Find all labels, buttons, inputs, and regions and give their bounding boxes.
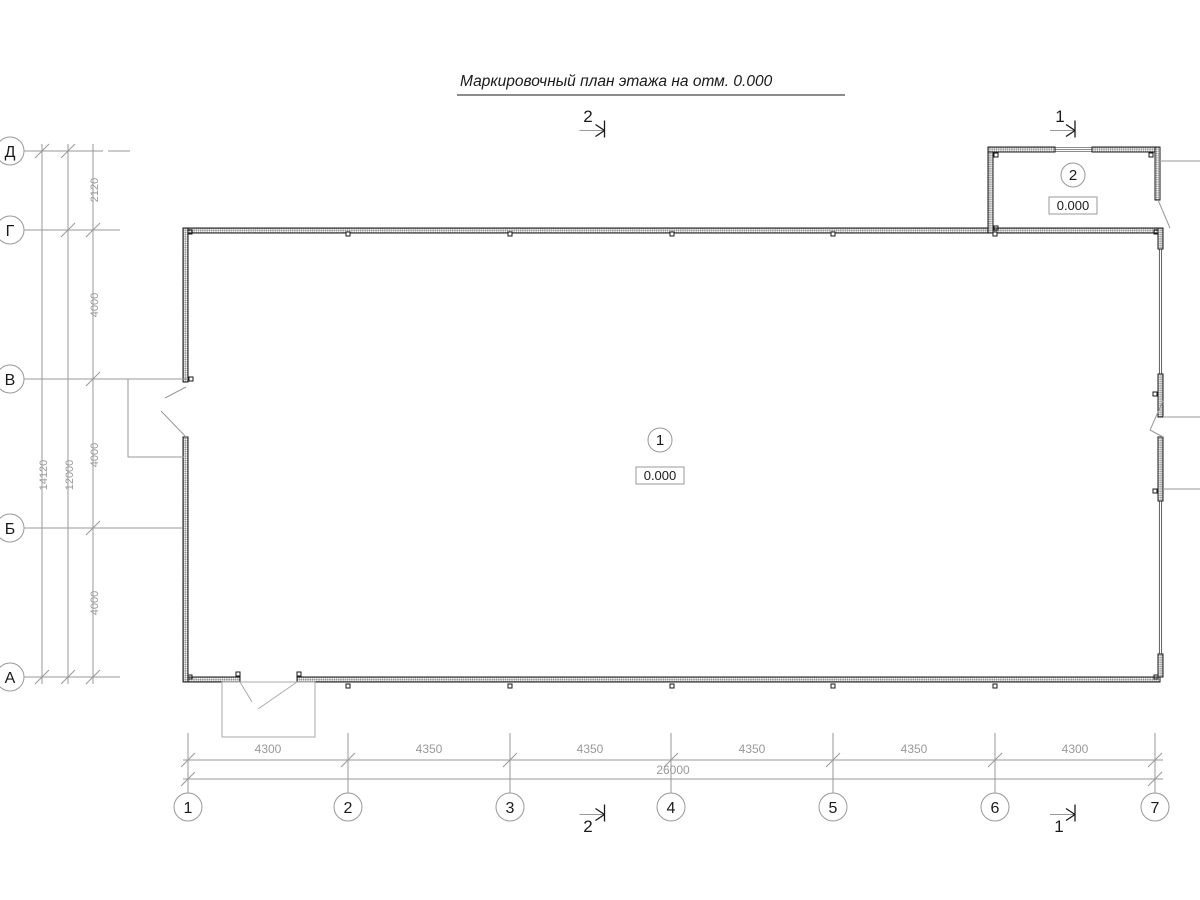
svg-text:Г: Г bbox=[6, 223, 15, 240]
svg-text:2: 2 bbox=[1069, 167, 1077, 184]
svg-text:0.000: 0.000 bbox=[644, 468, 677, 483]
svg-text:Маркировочный план этажа на от: Маркировочный план этажа на отм. 0.000 bbox=[460, 73, 773, 90]
svg-text:2120: 2120 bbox=[89, 178, 101, 202]
svg-text:А: А bbox=[5, 670, 16, 687]
svg-text:7: 7 bbox=[1151, 800, 1160, 817]
svg-text:5: 5 bbox=[829, 800, 838, 817]
svg-text:3: 3 bbox=[506, 800, 515, 817]
svg-text:4000: 4000 bbox=[89, 591, 101, 615]
svg-text:2: 2 bbox=[583, 107, 592, 126]
svg-text:4350: 4350 bbox=[739, 742, 766, 756]
svg-text:26000: 26000 bbox=[656, 763, 690, 777]
svg-text:4: 4 bbox=[667, 800, 676, 817]
svg-text:1: 1 bbox=[1054, 817, 1063, 836]
svg-text:4000: 4000 bbox=[89, 443, 101, 467]
svg-text:4300: 4300 bbox=[255, 742, 282, 756]
svg-text:Д: Д bbox=[5, 144, 16, 161]
svg-text:6: 6 bbox=[991, 800, 1000, 817]
svg-text:4300: 4300 bbox=[1062, 742, 1089, 756]
svg-text:4000: 4000 bbox=[89, 293, 101, 317]
svg-text:1: 1 bbox=[656, 432, 664, 449]
svg-text:4350: 4350 bbox=[901, 742, 928, 756]
svg-text:Б: Б bbox=[5, 521, 16, 538]
svg-text:1: 1 bbox=[1055, 107, 1064, 126]
svg-text:В: В bbox=[5, 372, 16, 389]
svg-text:4350: 4350 bbox=[416, 742, 443, 756]
svg-text:12000: 12000 bbox=[64, 460, 76, 491]
svg-text:4350: 4350 bbox=[577, 742, 604, 756]
svg-text:1: 1 bbox=[184, 800, 193, 817]
svg-text:2: 2 bbox=[583, 817, 592, 836]
svg-text:2: 2 bbox=[344, 800, 353, 817]
svg-text:0.000: 0.000 bbox=[1057, 198, 1090, 213]
svg-text:14120: 14120 bbox=[38, 460, 50, 491]
